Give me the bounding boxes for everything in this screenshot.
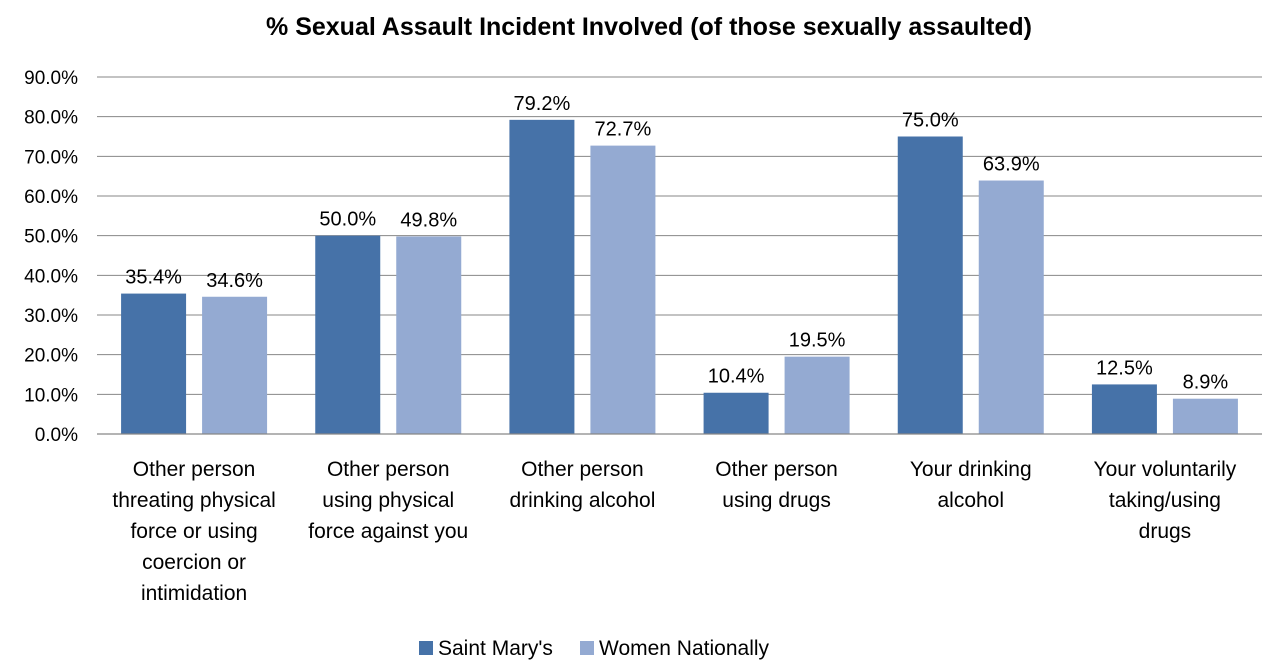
bar-women-nationally [784,356,850,434]
legend-label: Women Nationally [599,637,770,660]
category-label-line: drugs [1139,520,1192,543]
legend-swatch [580,641,594,655]
y-tick-label: 20.0% [24,346,78,367]
data-labels: 35.4% 50.0% 79.2% 10.4% 75.0% 12.5% 34.6% 49.8%… [125,93,1228,394]
data-label: 50.0% [319,209,376,231]
category-label-line: taking/using [1109,489,1221,512]
category-label: Other person using drugs [715,458,838,512]
chart-title: % Sexual Assault Incident Involved (of t… [266,13,1032,41]
bar-saint-marys [509,119,575,434]
category-label-line: Other person [133,458,256,481]
bar-women-nationally [590,145,656,434]
data-label: 72.7% [595,119,652,141]
bar-saint-marys [897,136,963,434]
bar-saint-marys [1091,384,1157,434]
bar-women-nationally [1172,398,1238,434]
y-tick-label: 40.0% [24,266,78,287]
y-tick-label: 70.0% [24,147,78,168]
data-label: 79.2% [514,93,571,115]
category-label-line: force against you [308,520,468,543]
category-label-line: drinking alcohol [509,489,655,512]
category-label-line: threating physical [112,489,275,512]
category-label-line: Other person [715,458,838,481]
category-label: Other person threating physical force or u… [112,458,275,605]
category-label: Other person drinking alcohol [509,458,655,512]
y-tick-label: 50.0% [24,227,78,248]
x-axis-categories: Other person threating physical force or u… [112,458,1236,605]
category-label-line: Your drinking [910,458,1032,481]
legend-swatch [419,641,433,655]
y-tick-label: 80.0% [24,108,78,129]
category-label-line: alcohol [937,489,1004,512]
gridlines [97,76,1262,395]
data-label: 12.5% [1096,357,1153,379]
y-tick-label: 90.0% [24,68,78,89]
category-label-line: using physical [322,489,454,512]
category-label-line: coercion or [142,551,246,574]
category-label: Your drinking alcohol [910,458,1032,512]
bar-saint-marys [315,235,381,434]
category-label-line: Other person [327,458,450,481]
bar-saint-marys [703,392,769,434]
y-axis-ticks: 0.0% 10.0% 20.0% 30.0% 40.0% 50.0% 60.0% 70.0% 8… [24,68,78,446]
bars [121,119,1238,434]
data-label: 63.9% [983,154,1040,176]
data-label: 19.5% [789,330,846,352]
bar-women-nationally [202,296,268,434]
category-label-line: Other person [521,458,644,481]
category-label: Your voluntarily taking/using drugs [1094,458,1237,543]
data-label: 34.6% [206,270,263,292]
data-label: 8.9% [1183,372,1229,394]
category-label-line: Your voluntarily [1094,458,1237,481]
data-label: 75.0% [902,110,959,132]
bar-saint-marys [121,293,187,434]
data-label: 49.8% [400,209,457,231]
legend: Saint Mary's Women Nationally [419,637,770,660]
y-tick-label: 10.0% [24,385,78,406]
bar-women-nationally [396,236,462,434]
category-label-line: intimidation [141,582,247,605]
data-label: 35.4% [125,267,182,289]
y-tick-label: 0.0% [35,425,78,446]
category-label: Other person using physical force against … [308,458,468,543]
data-label: 10.4% [708,366,765,388]
category-label-line: force or using [130,520,257,543]
y-tick-label: 30.0% [24,306,78,327]
y-tick-label: 60.0% [24,187,78,208]
category-label-line: using drugs [722,489,831,512]
legend-label: Saint Mary's [438,637,553,660]
bar-women-nationally [978,180,1044,434]
